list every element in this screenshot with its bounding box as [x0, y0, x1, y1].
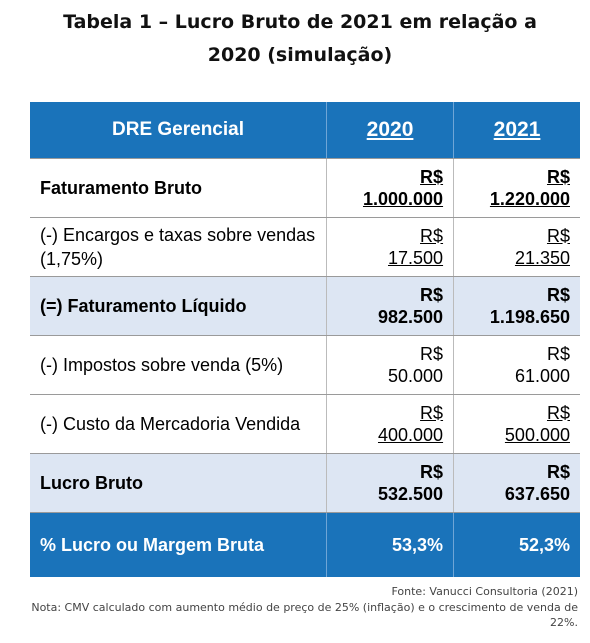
table-cell: R$ 1.220.000: [453, 158, 580, 218]
note: Nota: CMV calculado com aumento médio de…: [31, 601, 578, 629]
table-cell: R$ 500.000: [453, 394, 580, 454]
table-cell: R$ 1.198.650: [453, 276, 580, 336]
table-row: Faturamento Bruto R$ 1.000.000 R$ 1.220.00…: [30, 158, 580, 218]
table-cell: R$ 61.000: [453, 335, 580, 395]
table-cell: 53,3%: [325, 512, 454, 577]
table-cell: (-) Encargos e taxas sobre vendas (1,75%…: [30, 217, 327, 277]
table-cell: R$ 982.500: [325, 276, 454, 336]
table-cell: R$ 21.350: [453, 217, 580, 277]
table-cell: (=) Faturamento Líquido: [30, 276, 327, 336]
table-row: (-) Encargos e taxas sobre vendas (1,75%…: [30, 217, 580, 277]
table-cell: (-) Impostos sobre venda (5%): [30, 335, 327, 395]
header-cell: 2021: [453, 102, 580, 159]
table-cell: R$ 50.000: [325, 335, 454, 395]
table-title: Tabela 1 – Lucro Bruto de 2021 em relaçã…: [63, 11, 537, 66]
table-cell: R$ 17.500: [325, 217, 454, 277]
table-row: (=) Faturamento Líquido R$ 982.500 R$ 1.19…: [30, 276, 580, 336]
header-cell: DRE Gerencial: [30, 102, 327, 159]
table-cell: R$ 1.000.000: [325, 158, 454, 218]
header-cell: 2020: [325, 102, 454, 159]
table-cell: Lucro Bruto: [30, 453, 327, 513]
table-cell: (-) Custo da Mercadoria Vendida: [30, 394, 327, 454]
table-cell: 52,3%: [453, 512, 580, 577]
table-cell: Faturamento Bruto: [30, 158, 327, 218]
table: DRE Gerencial 2020 2021 Faturamento Brut…: [30, 102, 580, 577]
source: Fonte: Vanucci Consultoria (2021): [391, 585, 578, 598]
table-body: Faturamento Bruto R$ 1.000.000 R$ 1.220.00…: [30, 158, 580, 577]
table-row: Lucro Bruto R$ 532.500 R$ 637.650: [30, 453, 580, 513]
table-row: (-) Impostos sobre venda (5%) R$ 50.000 R$…: [30, 335, 580, 395]
header-row: DRE Gerencial 2020 2021: [30, 102, 580, 159]
table-cell: % Lucro ou Margem Bruta: [40, 534, 265, 555]
table-row: (-) Custo da Mercadoria Vendida R$ 400.00…: [30, 394, 580, 454]
table-cell: R$ 637.650: [453, 453, 580, 513]
table-row: % Lucro ou Margem Bruta 53,3% 52,3%: [30, 512, 580, 577]
table-cell: R$ 400.000: [325, 394, 454, 454]
table-cell: R$ 532.500: [325, 453, 454, 513]
